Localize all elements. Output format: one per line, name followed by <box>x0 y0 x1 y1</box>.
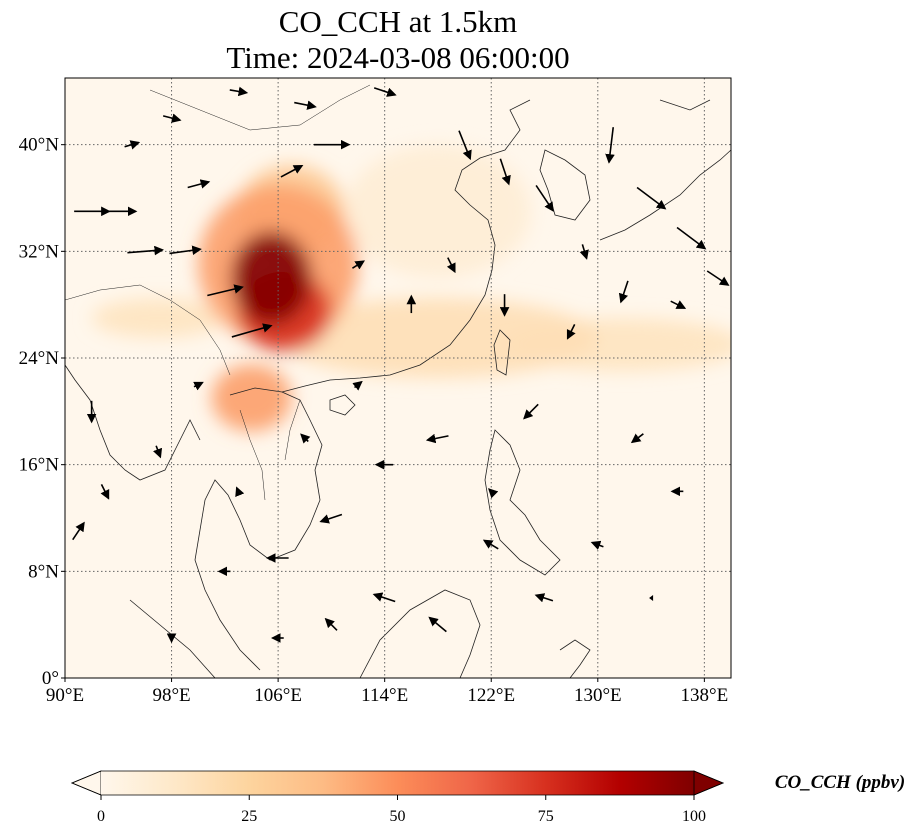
wind-vector-46 <box>294 100 317 110</box>
wind-vector-5 <box>231 323 273 338</box>
coastline-sulawesi <box>559 639 591 678</box>
wind-vector-49 <box>300 433 311 444</box>
lon-tick-label-122: 122°E <box>467 685 515 706</box>
wind-vector-17 <box>618 280 629 304</box>
colorbar-tick-label-0: 0 <box>97 808 105 825</box>
concentration-blob-6 <box>211 364 292 432</box>
lat-tick-label-8: 8°N <box>28 561 59 582</box>
lat-tick-label-32: 32°N <box>19 241 60 262</box>
wind-vector-53 <box>324 617 338 631</box>
wind-vector-45 <box>229 86 249 97</box>
wind-vector-16 <box>670 300 687 309</box>
coastline-philippines <box>484 429 561 576</box>
wind-vector-48 <box>187 179 211 189</box>
colorbar-ticks: 0 25 50 75 100 <box>97 795 706 825</box>
colorbar-max-extend <box>693 770 725 796</box>
lon-tick-label-98: 98°E <box>152 685 190 706</box>
coastline-japan <box>599 99 731 241</box>
wind-vector-37 <box>446 257 456 274</box>
wind-vector-50 <box>235 486 245 498</box>
wind-vector-6 <box>280 164 304 178</box>
map-title-line2: Time: 2024-03-08 06:00:00 <box>226 40 570 75</box>
lon-tick-label-90: 90°E <box>46 685 84 706</box>
wind-vector-3 <box>169 245 202 256</box>
wind-vector-34 <box>352 380 363 391</box>
coastline-china-south <box>229 99 531 396</box>
map-frame <box>64 77 732 679</box>
colorbar-min-extend <box>70 770 102 796</box>
wind-vector-15 <box>706 270 730 286</box>
wind-vector-47 <box>124 140 141 150</box>
wind-vector-9 <box>458 130 472 161</box>
wind-vector-13 <box>636 186 667 210</box>
lon-tick-label-106: 106°E <box>254 685 302 706</box>
colorbar-tick-label-50: 50 <box>390 808 406 825</box>
wind-vector-32 <box>153 445 163 459</box>
map-title: CO_CCH at 1.5km Time: 2024-03-08 06:00:0… <box>0 4 796 76</box>
wind-vector-33 <box>193 381 204 391</box>
lat-tick-label-24: 24°N <box>19 348 60 369</box>
wind-vector-30 <box>100 483 110 500</box>
wind-vector-11 <box>535 184 554 212</box>
coastline-indochina <box>194 391 323 671</box>
wind-vector-14 <box>676 226 707 250</box>
colorbar-label: CO_CCH (ppbv) <box>775 772 905 793</box>
wind-vector-28 <box>482 539 499 550</box>
coastline-bay-bengal <box>65 364 201 481</box>
coastlines <box>65 84 731 678</box>
border-inland-1 <box>65 84 371 376</box>
wind-vector-10 <box>499 158 511 186</box>
wind-vector-44 <box>162 113 182 123</box>
lat-tick-label-40: 40°N <box>19 135 60 156</box>
lon-tick-label-114: 114°E <box>361 685 408 706</box>
coastline-hainan <box>329 394 356 416</box>
lat-tick-label-0: 0° <box>42 668 59 689</box>
longitude-ticks: 90°E 98°E 106°E 114°E 122°E 130°E 138°E <box>46 678 728 706</box>
colorbar-tick-label-25: 25 <box>241 808 257 825</box>
wind-vector-25 <box>372 592 396 603</box>
wind-vector-42 <box>590 540 604 550</box>
map-title-line1: CO_CCH at 1.5km <box>278 4 518 39</box>
wind-vector-43 <box>649 595 654 601</box>
wind-vector-4 <box>207 284 244 297</box>
colorbar-gradient <box>101 771 694 795</box>
coastline-taiwan <box>493 329 511 376</box>
wind-vector-38 <box>579 244 589 260</box>
wind-vector-40 <box>630 433 644 444</box>
colorbar-tick-label-100: 100 <box>682 808 706 825</box>
wind-vector-18 <box>566 323 576 340</box>
concentration-field <box>91 144 731 432</box>
wind-vector-27 <box>534 593 554 603</box>
wind-vector-19 <box>523 403 539 420</box>
lon-tick-label-130: 130°E <box>574 685 622 706</box>
concentration-blob-2 <box>91 298 225 338</box>
lat-tick-label-16: 16°N <box>19 455 60 476</box>
gridlines <box>65 78 731 678</box>
border-inland-2 <box>239 399 301 501</box>
wind-vector-54 <box>488 488 499 499</box>
wind-vector-8 <box>373 87 397 97</box>
wind-vectors <box>72 86 730 644</box>
concentration-blob-8 <box>231 231 312 325</box>
wind-vector-26 <box>428 616 447 633</box>
coastline-korea <box>539 149 591 221</box>
concentration-blob-0 <box>344 144 532 278</box>
map-plot-area <box>65 78 731 678</box>
latitude-ticks: 0° 8°N 16°N 24°N 32°N 40°N <box>19 135 65 689</box>
colorbar-tick-label-75: 75 <box>538 808 554 825</box>
wind-vector-22 <box>319 513 343 524</box>
wind-vector-20 <box>425 433 449 444</box>
wind-vector-31 <box>72 521 85 541</box>
wind-vector-2 <box>127 245 165 256</box>
wind-vector-36 <box>352 260 365 270</box>
wind-vector-12 <box>605 127 615 164</box>
colorbar: 0 25 50 75 100 CO_CCH (ppbv) <box>70 770 905 825</box>
lon-tick-label-138: 138°E <box>681 685 729 706</box>
